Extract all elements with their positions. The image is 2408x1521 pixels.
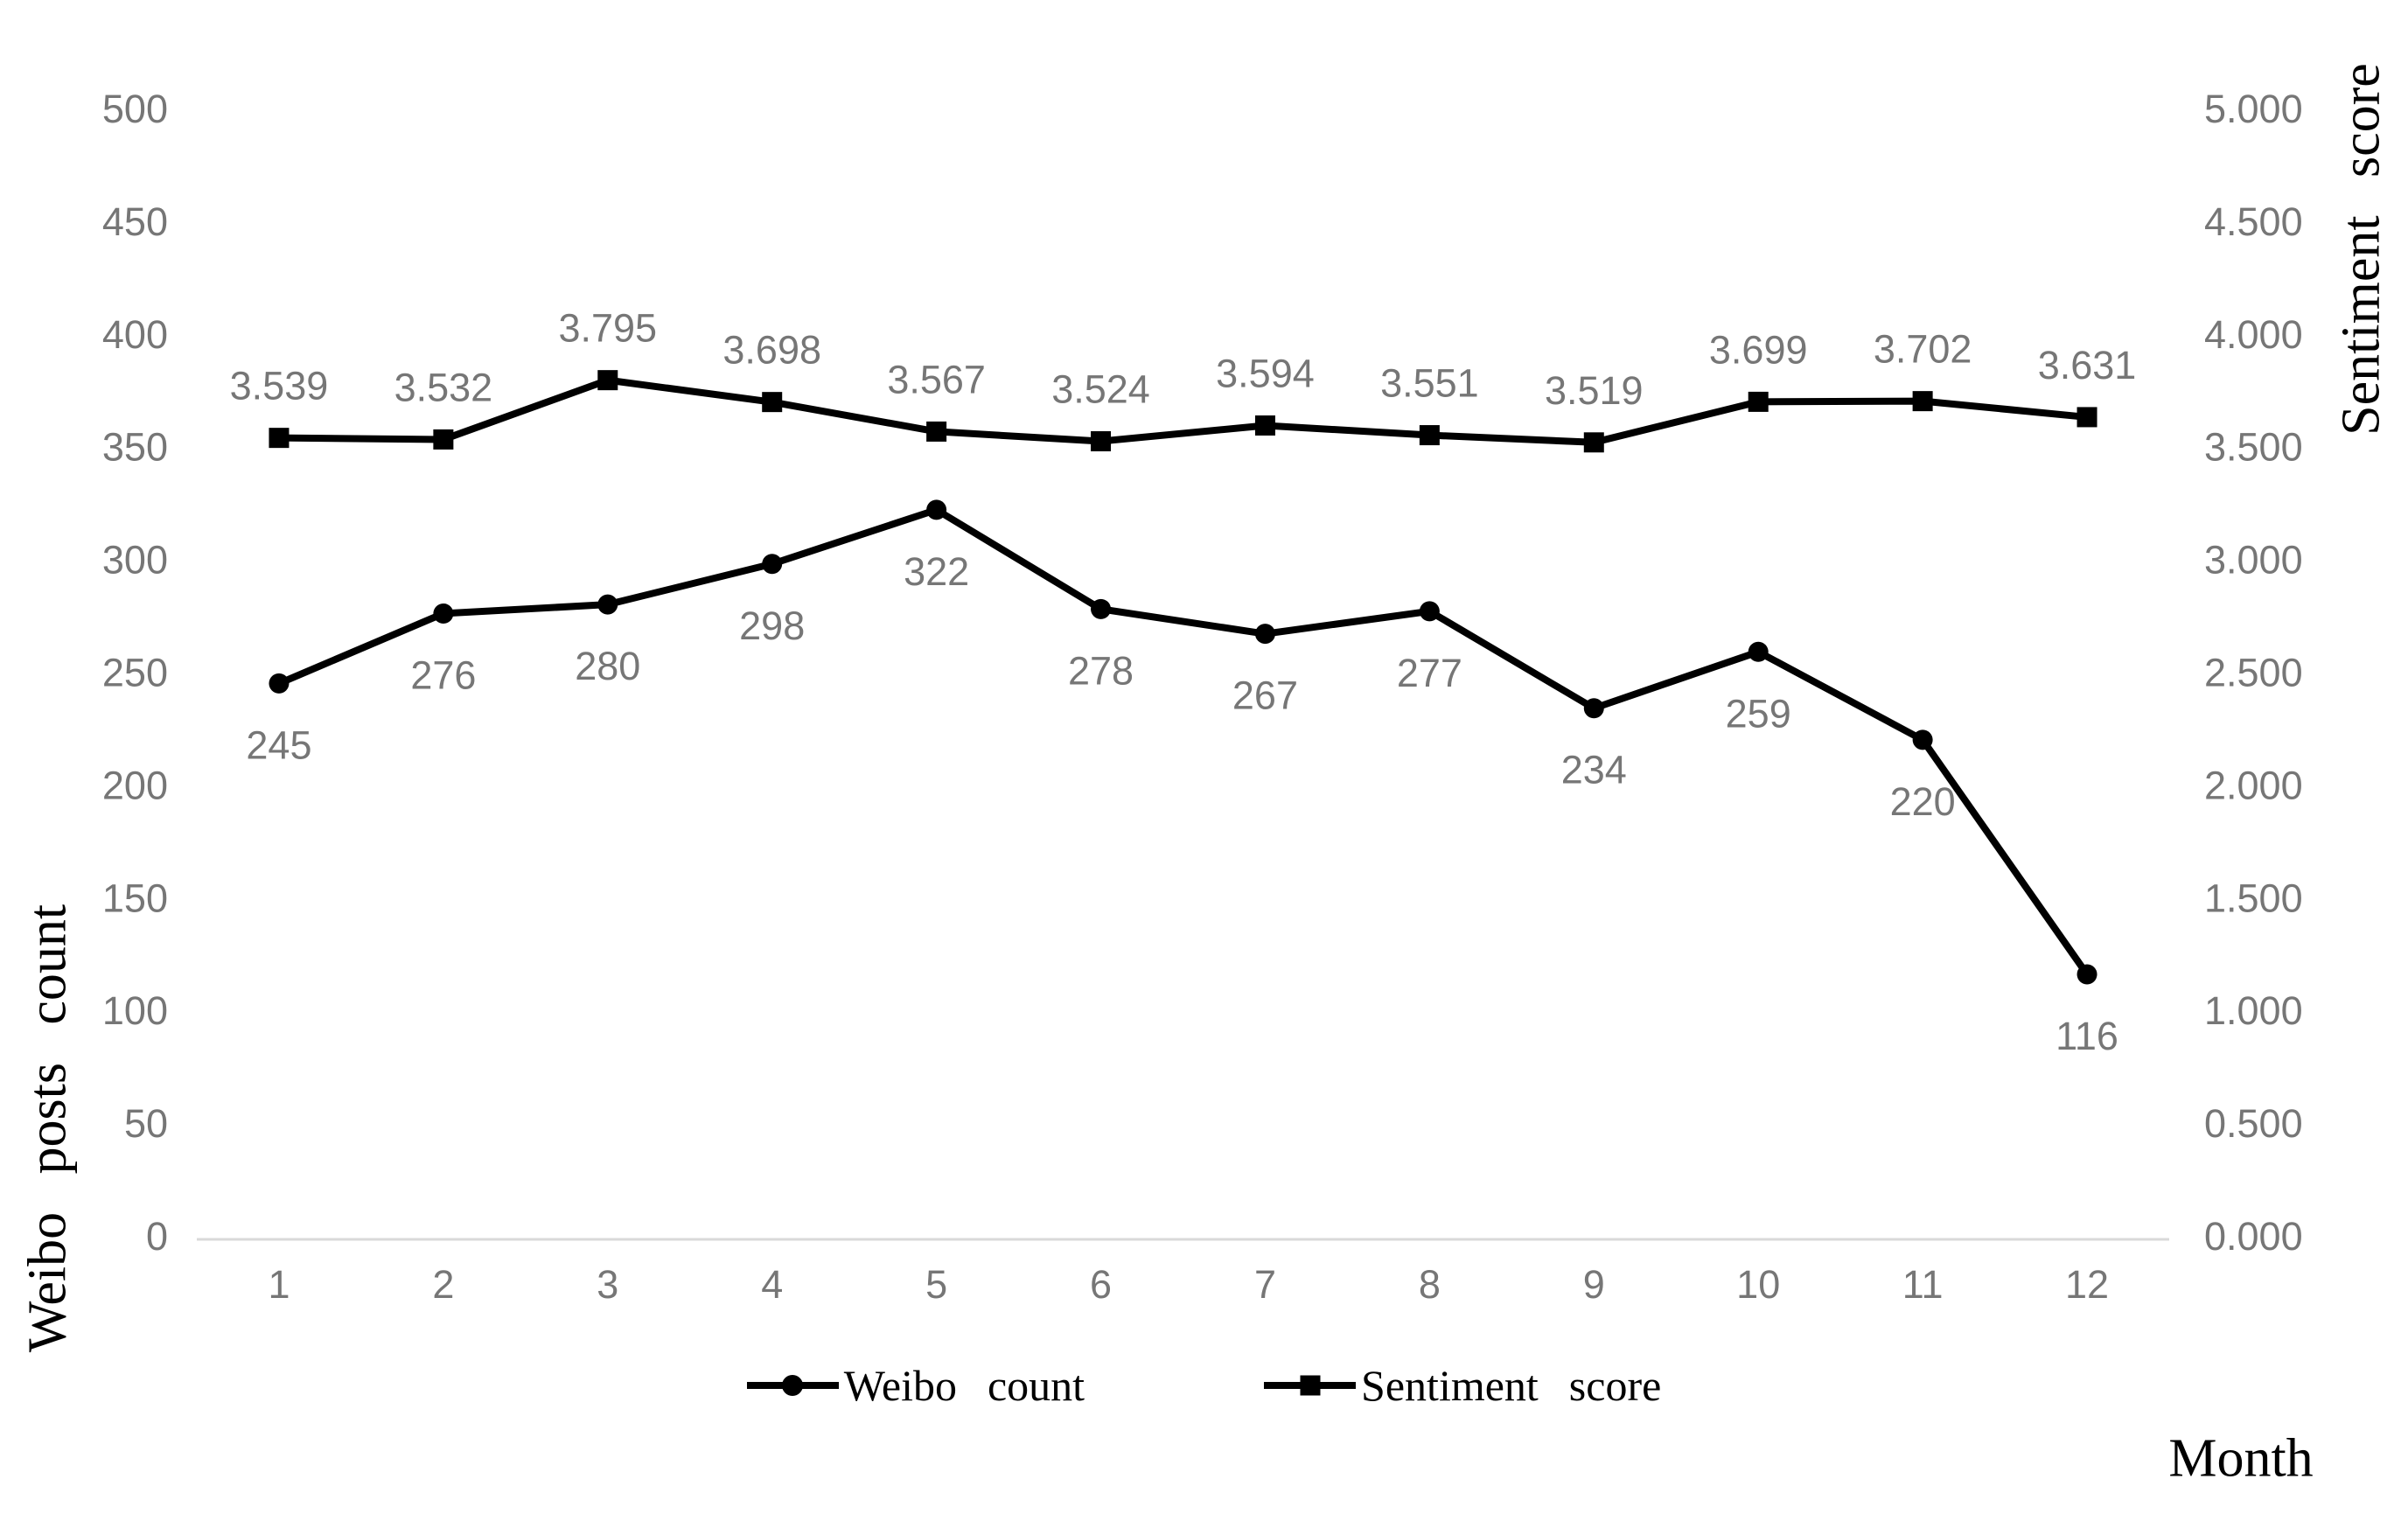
weibo-count-data-label: 277 [1397, 651, 1462, 695]
weibo-count-marker [1091, 598, 1112, 619]
right-axis-tick: 3.500 [2204, 425, 2303, 470]
right-axis-tick: 1.000 [2204, 988, 2303, 1033]
sentiment-score-data-label: 3.532 [394, 365, 493, 409]
legend: Weibo count Sentiment score [0, 1345, 2408, 1426]
weibo-count-data-label: 280 [575, 644, 640, 688]
x-axis-tick: 12 [2065, 1262, 2109, 1307]
x-axis-tick: 11 [1902, 1262, 1944, 1307]
sentiment-score-marker [762, 392, 783, 413]
legend-line [746, 1375, 839, 1396]
sentiment-score-data-label: 3.519 [1545, 368, 1644, 413]
legend-circle-marker-icon [782, 1375, 804, 1396]
x-axis-tick: 2 [432, 1262, 454, 1307]
sentiment-score-marker [597, 370, 618, 391]
right-axis-tick: 2.000 [2204, 763, 2303, 807]
weibo-count-marker [926, 499, 947, 520]
sentiment-score-data-label: 3.698 [722, 328, 821, 373]
legend-item-weibo-count: Weibo count [746, 1360, 1085, 1411]
right-axis-tick: 3.000 [2204, 538, 2303, 583]
weibo-count-marker [433, 603, 454, 624]
left-axis-tick: 300 [102, 538, 168, 583]
right-axis-tick: 0.000 [2204, 1214, 2303, 1259]
sentiment-score-data-label: 3.631 [2038, 343, 2137, 387]
right-axis-tick: 2.500 [2204, 651, 2303, 695]
weibo-count-marker [1583, 698, 1604, 719]
x-axis-title: Month [2168, 1428, 2314, 1489]
right-axis-tick: 0.500 [2204, 1101, 2303, 1146]
right-axis-tick: 4.000 [2204, 312, 2303, 357]
weibo-count-data-label: 276 [410, 652, 476, 697]
sentiment-score-data-label: 3.567 [887, 357, 986, 401]
x-axis-tick: 4 [761, 1262, 783, 1307]
legend-item-sentiment-score: Sentiment score [1264, 1360, 1661, 1411]
right-axis-tick: 4.500 [2204, 199, 2303, 244]
left-axis-tick: 200 [102, 763, 168, 807]
right-axis-tick: 5.000 [2204, 87, 2303, 131]
sentiment-score-data-label: 3.594 [1216, 351, 1315, 395]
weibo-count-data-label: 322 [904, 549, 969, 594]
sentiment-score-data-label: 3.539 [230, 364, 329, 408]
weibo-count-data-label: 259 [1726, 691, 1791, 736]
sentiment-score-marker [1583, 432, 1604, 453]
sentiment-score-data-label: 3.524 [1051, 367, 1150, 412]
left-axis-title: Weibo posts count [17, 904, 78, 1353]
weibo-count-marker [1748, 641, 1769, 662]
weibo-count-data-label: 278 [1068, 648, 1134, 693]
weibo-count-marker [1254, 624, 1275, 645]
sentiment-score-marker [1748, 391, 1769, 412]
sentiment-score-marker [926, 421, 947, 442]
sentiment-score-line [275, 376, 2091, 446]
right-axis-title: Sentiment score [2331, 63, 2391, 436]
x-axis-tick: 6 [1090, 1262, 1112, 1307]
weibo-count-marker [269, 673, 290, 694]
sentiment-score-marker [1912, 391, 1933, 412]
x-axis-tick: 3 [597, 1262, 618, 1307]
legend-line [1264, 1375, 1357, 1396]
left-axis-tick: 100 [102, 988, 168, 1033]
x-axis-tick: 8 [1419, 1262, 1441, 1307]
left-axis-tick: 400 [102, 312, 168, 357]
weibo-count-data-label: 234 [1561, 748, 1627, 792]
x-axis-tick: 5 [925, 1262, 947, 1307]
weibo-count-marker [597, 594, 618, 615]
weibo-count-data-label: 116 [2056, 1014, 2118, 1058]
weibo-count-line [275, 506, 2091, 978]
weibo-count-marker [762, 554, 783, 575]
sentiment-score-marker [1419, 425, 1440, 446]
sentiment-score-marker [269, 428, 290, 449]
left-axis-tick: 350 [102, 425, 168, 470]
sentiment-score-data-label: 3.699 [1709, 327, 1808, 372]
sentiment-score-marker [2076, 407, 2097, 428]
left-axis-tick: 450 [102, 199, 168, 244]
left-axis-tick: 500 [102, 87, 168, 131]
x-axis-tick: 1 [268, 1262, 290, 1307]
sentiment-score-marker [1254, 415, 1275, 436]
left-axis-tick: 250 [102, 651, 168, 695]
x-axis-tick: 9 [1583, 1262, 1605, 1307]
weibo-count-marker [1419, 601, 1440, 622]
legend-square-marker-icon [1300, 1375, 1321, 1396]
x-axis-tick: 7 [1254, 1262, 1276, 1307]
weibo-count-marker [1912, 729, 1933, 750]
weibo-count-data-label: 245 [246, 722, 311, 767]
legend-label-sentiment-score: Sentiment score [1361, 1361, 1662, 1410]
sentiment-score-marker [433, 429, 454, 450]
sentiment-score-data-label: 3.551 [1380, 361, 1479, 406]
left-axis-tick: 50 [124, 1101, 168, 1146]
sentiment-score-data-label: 3.795 [558, 306, 657, 351]
sentiment-score-data-label: 3.702 [1874, 327, 1972, 372]
right-axis-tick: 1.500 [2204, 876, 2303, 920]
weibo-count-data-label: 267 [1232, 673, 1298, 718]
sentiment-score-marker [1091, 431, 1112, 452]
weibo-count-data-label: 298 [739, 604, 805, 648]
left-axis-tick: 0 [146, 1214, 168, 1259]
weibo-count-marker [2076, 964, 2097, 985]
x-axis-tick: 10 [1736, 1262, 1780, 1307]
weibo-count-data-label: 220 [1890, 779, 1956, 824]
legend-label-weibo-count: Weibo count [843, 1361, 1085, 1410]
left-axis-tick: 150 [102, 876, 168, 920]
